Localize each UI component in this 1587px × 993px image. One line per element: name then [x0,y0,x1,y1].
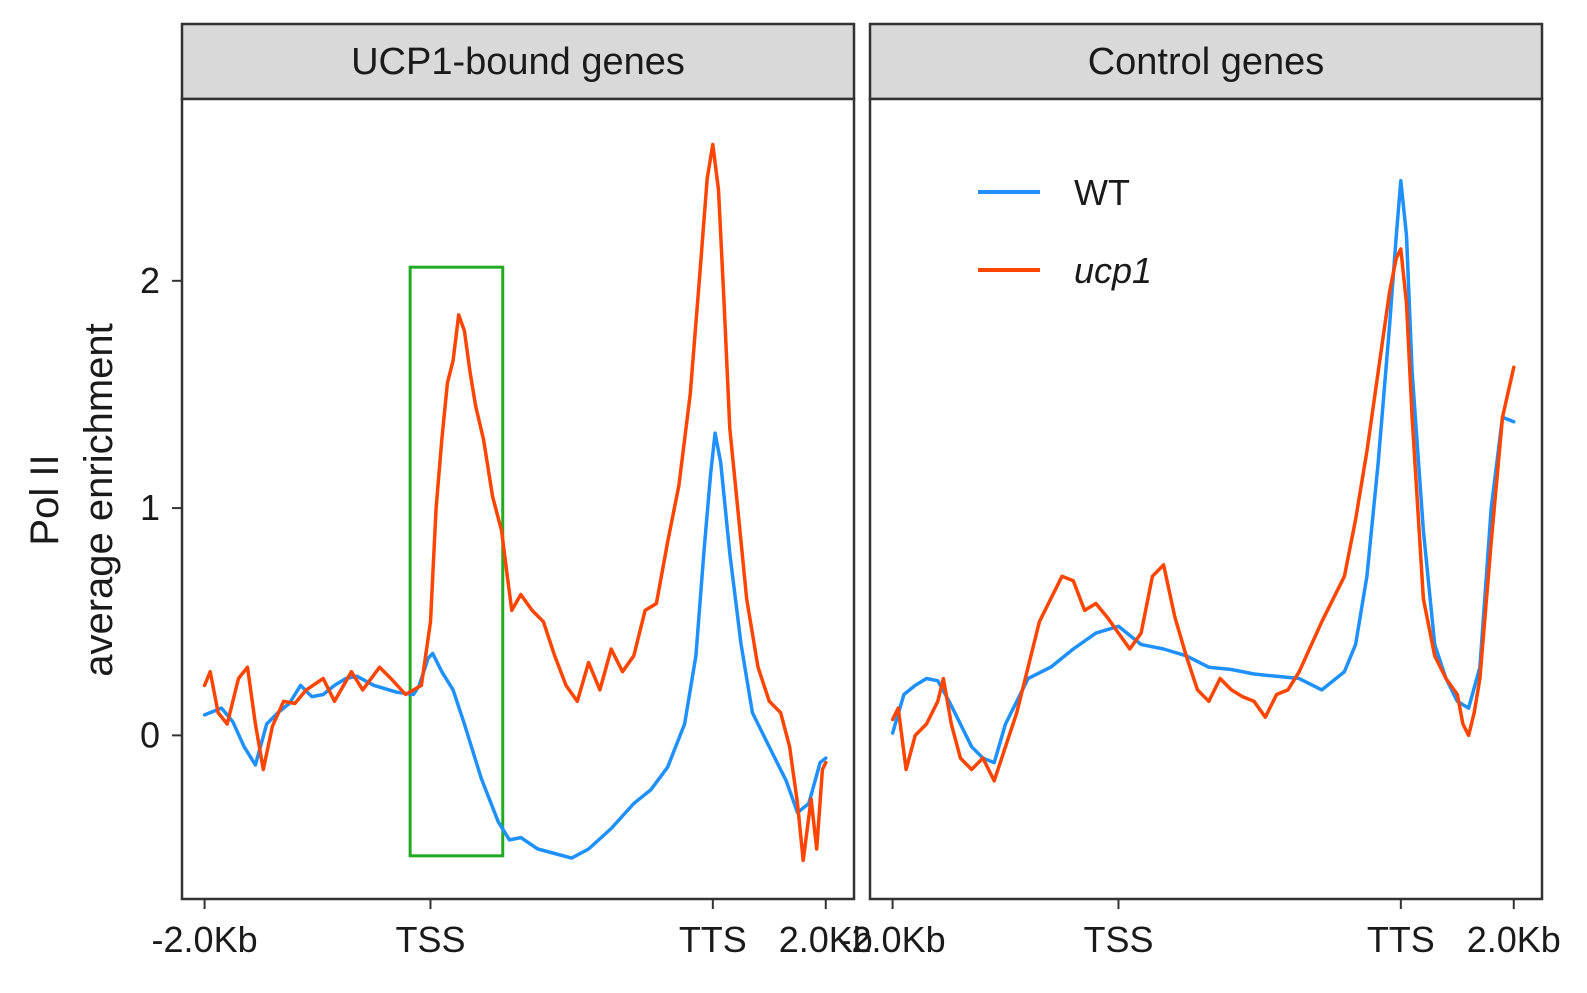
facet-strip [180,22,856,101]
x-tick-label: TTS [1367,919,1435,960]
y-axis-title-line2: average enrichment [77,323,121,677]
facet-panel-control: Control genes -2.0Kb TSS TTS 2.0Kb [840,22,1561,960]
plot-area [870,99,1542,899]
y-axis-title: Pol II average enrichment [23,323,121,677]
legend: WT ucp1 [978,172,1152,291]
x-tick-label: 2.0Kb [779,919,873,960]
highlight-box [408,265,505,858]
y-tick-label: 2 [140,260,160,301]
x-tick-label: TSS [395,919,465,960]
x-tick-label: TSS [1083,919,1153,960]
y-tick-label: 1 [140,487,160,528]
facet-panels: UCP1-bound genes-2.0Kb TSS TTS 2.0KbControl… [152,22,1561,960]
x-tick-label: -2.0Kb [840,919,946,960]
x-tick-label: TTS [679,919,747,960]
y-tick-label: 0 [140,714,160,755]
series-line-ucp1 [202,142,828,863]
y-axis: 0 1 2 [140,260,182,755]
panel-border [868,97,1544,901]
series-line-ucp1 [890,247,1516,783]
facet-title: UCP1-bound genes [351,41,685,83]
y-axis-title-line1: Pol II [23,454,67,545]
legend-label-wt: WT [1074,172,1130,213]
series-lines [890,179,1516,783]
panel-border [180,97,856,901]
x-tick-label: -2.0Kb [152,919,258,960]
facet-title: Control genes [1088,41,1325,83]
facet-panel-ucp1_bound: UCP1-bound genes -2.0Kb TSS TTS 2.0Kb [152,22,873,960]
series-lines [202,142,828,863]
x-tick-label: 2.0Kb [1467,919,1561,960]
series-line-wt [202,431,828,860]
legend-label-ucp1: ucp1 [1074,250,1152,291]
series-line-wt [890,179,1516,765]
facet-strip [868,22,1544,101]
plot-area [182,99,854,899]
